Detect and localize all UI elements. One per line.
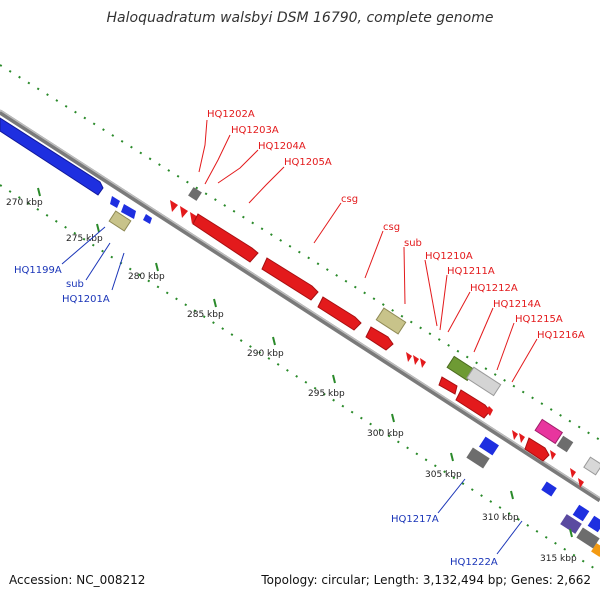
gene-label[interactable]: HQ1203A bbox=[231, 125, 279, 136]
gene-label[interactable]: HQ1201A bbox=[62, 294, 110, 305]
tick-label: 300 kbp bbox=[367, 429, 404, 439]
gene-label[interactable]: csg bbox=[383, 222, 400, 233]
genome-backbone-highlight bbox=[0, 109, 600, 499]
genome-backbone bbox=[0, 109, 600, 503]
forward-feature[interactable] bbox=[578, 478, 584, 488]
forward-feature[interactable] bbox=[512, 430, 518, 440]
reverse-feature[interactable] bbox=[541, 481, 557, 497]
magenta-feature[interactable] bbox=[534, 418, 564, 445]
gene-label[interactable]: HQ1205A bbox=[284, 157, 332, 168]
reverse-feature[interactable] bbox=[479, 436, 499, 456]
forward-feature[interactable] bbox=[180, 206, 188, 218]
gene-label[interactable]: sub bbox=[404, 238, 422, 249]
reverse-leader-lines bbox=[61, 226, 523, 555]
gene-label[interactable]: HQ1222A bbox=[450, 557, 498, 568]
tick-marks bbox=[37, 187, 573, 538]
trna-feature[interactable] bbox=[188, 187, 202, 201]
forward-feature[interactable] bbox=[192, 213, 259, 263]
forward-feature[interactable] bbox=[486, 406, 493, 416]
reverse-feature[interactable] bbox=[587, 515, 600, 533]
forward-feature[interactable] bbox=[170, 200, 178, 212]
gene-label[interactable]: HQ1214A bbox=[493, 299, 541, 310]
forward-feature[interactable] bbox=[190, 212, 198, 224]
forward-feature[interactable] bbox=[455, 389, 491, 419]
forward-leader-lines bbox=[198, 119, 538, 383]
reverse-feature[interactable] bbox=[572, 504, 590, 522]
forward-feature[interactable] bbox=[413, 355, 419, 365]
forward-feature[interactable] bbox=[519, 433, 525, 443]
map-title: Haloquadratum walsbyi DSM 16790, complet… bbox=[106, 10, 494, 26]
gene-label[interactable]: csg bbox=[341, 194, 358, 205]
tick-label: 315 kbp bbox=[540, 554, 577, 564]
gene-label[interactable]: HQ1216A bbox=[537, 330, 585, 341]
forward-feature[interactable] bbox=[570, 468, 576, 478]
tick-label: 270 kbp bbox=[6, 198, 43, 208]
reverse-feature[interactable] bbox=[121, 204, 136, 219]
reverse-feature[interactable] bbox=[110, 196, 120, 208]
forward-feature[interactable] bbox=[550, 450, 556, 460]
tick-label: 310 kbp bbox=[482, 513, 519, 523]
trna-feature[interactable] bbox=[466, 447, 490, 469]
purple-feature[interactable] bbox=[560, 514, 582, 534]
forward-feature[interactable] bbox=[365, 326, 394, 351]
gene-label[interactable]: HQ1210A bbox=[425, 251, 473, 262]
gene-label[interactable]: sub bbox=[66, 279, 84, 290]
forward-feature[interactable] bbox=[420, 358, 426, 368]
tick-label: 285 kbp bbox=[187, 310, 224, 320]
trna-feature[interactable] bbox=[576, 527, 600, 549]
tick-label: 305 kbp bbox=[425, 470, 462, 480]
genome-summary-text: Topology: circular; Length: 3,132,494 bp… bbox=[261, 573, 591, 587]
gene-label[interactable]: HQ1212A bbox=[470, 283, 518, 294]
tick-label: 290 kbp bbox=[247, 349, 284, 359]
forward-feature[interactable] bbox=[317, 296, 362, 331]
forward-features bbox=[170, 200, 584, 488]
gene-label[interactable]: HQ1199A bbox=[14, 265, 62, 276]
forward-feature[interactable] bbox=[438, 376, 458, 395]
gene-label[interactable]: HQ1211A bbox=[447, 266, 495, 277]
light-gray-feature[interactable] bbox=[583, 456, 600, 476]
tick-label: 280 kbp bbox=[128, 272, 165, 282]
accession-text: Accession: NC_008212 bbox=[9, 573, 146, 587]
forward-feature[interactable] bbox=[261, 257, 319, 301]
reverse-feature[interactable] bbox=[143, 214, 152, 224]
reverse-feature-large[interactable] bbox=[0, 117, 104, 196]
inner-dotted-ring bbox=[0, 184, 600, 573]
khaki-feature[interactable] bbox=[375, 307, 407, 335]
trna-feature[interactable] bbox=[556, 435, 574, 453]
outer-dotted-ring bbox=[0, 64, 600, 441]
gene-label[interactable]: HQ1202A bbox=[207, 109, 255, 120]
orange-feature[interactable] bbox=[591, 543, 600, 557]
forward-feature[interactable] bbox=[406, 352, 412, 362]
tick-label: 275 kbp bbox=[66, 234, 103, 244]
gene-label[interactable]: HQ1217A bbox=[391, 514, 439, 525]
tick-label: 295 kbp bbox=[308, 389, 345, 399]
light-gray-feature[interactable] bbox=[466, 366, 502, 397]
khaki-feature[interactable] bbox=[108, 210, 132, 232]
gene-label[interactable]: HQ1204A bbox=[258, 141, 306, 152]
gene-label[interactable]: HQ1215A bbox=[515, 314, 563, 325]
forward-feature[interactable] bbox=[524, 437, 550, 462]
